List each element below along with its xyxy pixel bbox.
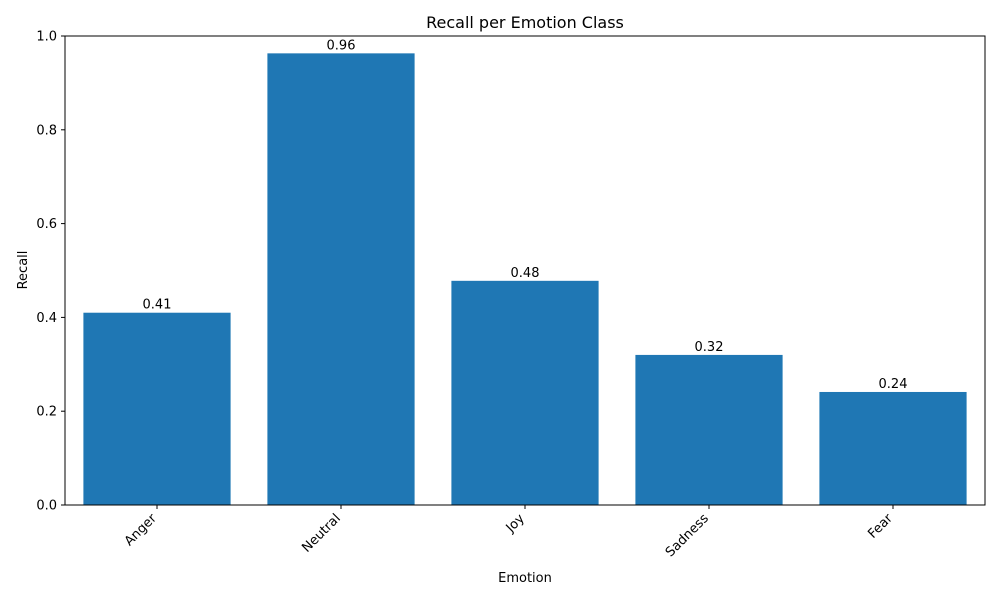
y-tick-label: 0.8 [36, 123, 57, 138]
x-axis-label: Emotion [498, 571, 552, 586]
data-label: 0.48 [511, 266, 540, 281]
bar-anger [83, 312, 231, 505]
data-label: 0.41 [143, 298, 172, 313]
plot-frame [64, 35, 986, 506]
x-tick-label: Joy [503, 511, 528, 536]
chart-title: Recall per Emotion Class [426, 13, 624, 32]
data-label: 0.96 [327, 38, 356, 53]
bar-sadness [635, 354, 783, 505]
bars-layer: 0.41 0.96 0.48 0.32 0.24 [83, 38, 967, 506]
x-tick-label: Sadness [663, 511, 712, 560]
y-axis-label: Recall [16, 251, 31, 290]
x-axis: Anger Neutral Joy Sadness Fear [122, 505, 896, 560]
y-tick-label: 0.6 [36, 217, 57, 232]
x-tick-label: Anger [122, 511, 160, 549]
data-label: 0.24 [879, 377, 908, 392]
bar-joy [451, 280, 599, 505]
y-axis: 0.0 0.2 0.4 0.6 0.8 1.0 [36, 30, 65, 514]
bar-neutral [267, 53, 415, 506]
data-label: 0.32 [695, 340, 724, 355]
x-tick-label: Neutral [299, 511, 344, 556]
x-tick-label: Fear [865, 511, 896, 542]
y-tick-label: 0.0 [36, 499, 57, 514]
y-tick-label: 1.0 [36, 30, 57, 45]
y-tick-label: 0.2 [36, 405, 57, 420]
y-tick-label: 0.4 [36, 311, 57, 326]
bar-fear [819, 391, 967, 505]
